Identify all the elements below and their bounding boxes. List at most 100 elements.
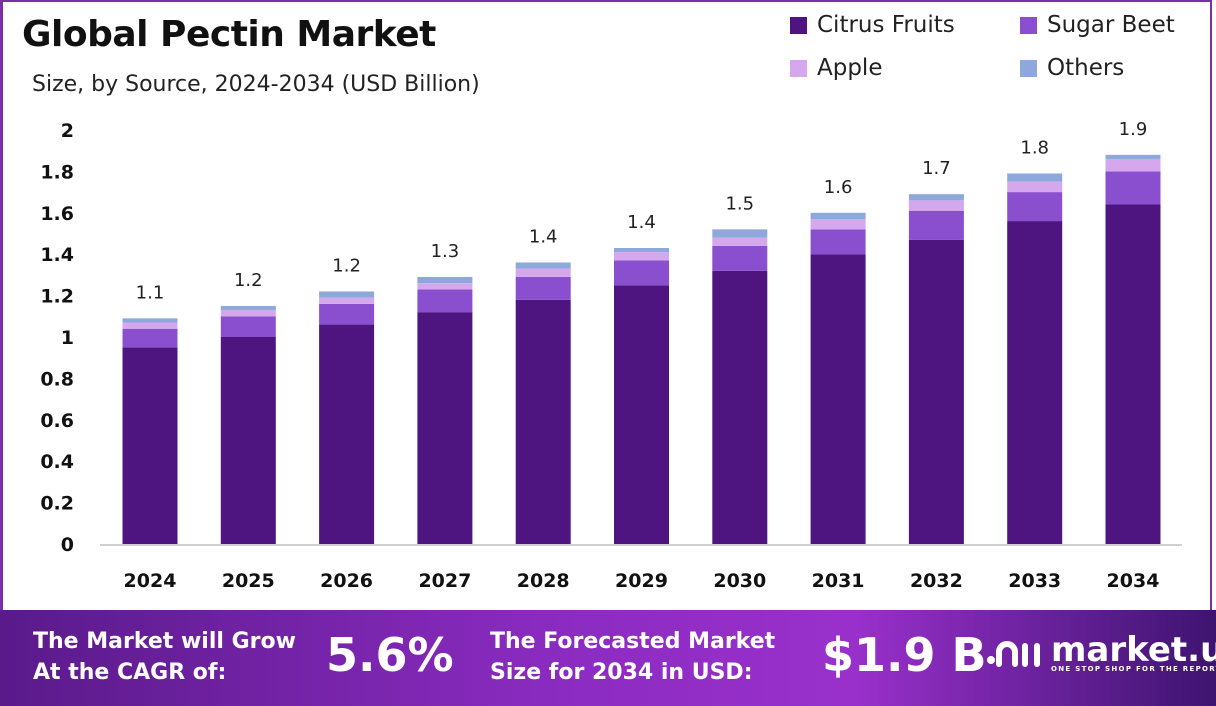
bar-segment-sugar-beet [614, 260, 669, 286]
y-tick-label: 0.8 [40, 368, 74, 390]
y-tick-label: 0.4 [40, 451, 74, 473]
x-tick-label: 2033 [1008, 570, 1061, 592]
bar-segment-others [417, 276, 473, 284]
bar-segment-apple [515, 268, 571, 277]
x-tick-label: 2025 [222, 570, 275, 592]
y-tick-label: 1.6 [40, 203, 74, 225]
y-tick-label: 1.8 [40, 161, 74, 183]
bar-segment-apple [319, 297, 375, 304]
forecast-label-line: Size for 2034 in USD: [490, 660, 753, 685]
total-label: 1.2 [332, 255, 361, 276]
bar-segment-others [712, 229, 768, 238]
bar-segment-apple [220, 310, 276, 317]
bar-segment-apple [122, 322, 178, 329]
y-tick-label: 1 [61, 327, 74, 349]
bar-segment-others [122, 318, 178, 323]
chart-title: Global Pectin Market [22, 14, 436, 55]
bar-segment-sugar-beet [220, 316, 276, 337]
bar-segment-sugar-beet [122, 328, 178, 348]
chart-frame [0, 0, 1212, 610]
bar-segment-sugar-beet [908, 210, 964, 240]
bar-segment-sugar-beet [417, 289, 473, 313]
total-label: 1.9 [1119, 119, 1148, 140]
x-tick-label: 2024 [124, 570, 177, 592]
x-tick-label: 2027 [418, 570, 471, 592]
bar-segment-sugar-beet [515, 276, 571, 300]
y-tick-label: 2 [61, 120, 74, 142]
bar-segment-citrus-fruits [908, 239, 964, 544]
total-label: 1.1 [136, 282, 165, 303]
bar-segment-apple [712, 237, 768, 246]
bar-segment-others [614, 247, 669, 253]
bar-segment-sugar-beet [1007, 192, 1063, 222]
bar-segment-sugar-beet [712, 245, 768, 271]
bar-segment-apple [614, 252, 669, 261]
legend-item-citrus: Citrus Fruits [790, 12, 955, 38]
bar-segment-citrus-fruits [319, 324, 375, 544]
total-label: 1.2 [234, 270, 263, 291]
cagr-label-line: The Market will Grow [33, 629, 296, 654]
total-label: 1.6 [824, 177, 853, 198]
cagr-value: 5.6% [326, 628, 454, 682]
bar-segment-citrus-fruits [1007, 221, 1063, 544]
legend-swatch [1020, 59, 1037, 77]
y-tick-label: 1.2 [40, 286, 74, 308]
bar-segment-sugar-beet [810, 229, 866, 255]
market-us-logo: market.us ONE STOP SHOP FOR THE REPORTS [985, 633, 1216, 674]
legend-swatch [790, 59, 807, 77]
bar-segment-citrus-fruits [810, 254, 866, 544]
legend-item-others: Others [1020, 55, 1124, 81]
legend-swatch [790, 16, 807, 34]
cagr-label-line: At the CAGR of: [33, 660, 227, 685]
bar-segment-apple [417, 283, 473, 290]
x-tick-label: 2031 [812, 570, 865, 592]
total-label: 1.3 [431, 241, 460, 262]
bar-segment-others [319, 291, 375, 298]
y-tick-label: 1.4 [40, 244, 74, 266]
bar-segment-others [810, 212, 866, 220]
bar-segment-others [1007, 173, 1063, 182]
bar-segment-others [1105, 154, 1161, 159]
forecast-label: The Forecasted Market Size for 2034 in US… [490, 626, 775, 688]
x-tick-label: 2034 [1107, 570, 1160, 592]
bar-segment-sugar-beet [319, 303, 375, 325]
stacked-bar-chart: 0 0.2 0.4 0.6 0.8 1 1.2 1.4 1.6 1.8 2 1.1 2024 1.2 202… [40, 119, 1182, 592]
legend-label: Apple [817, 55, 883, 81]
y-tick-label: 0.2 [40, 493, 74, 515]
legend-label: Sugar Beet [1047, 12, 1175, 38]
total-label: 1.4 [529, 226, 558, 247]
bar-segment-citrus-fruits [220, 337, 276, 544]
legend-label: Citrus Fruits [817, 12, 955, 38]
legend-item-sugar-beet: Sugar Beet [1020, 12, 1175, 38]
x-tick-label: 2030 [713, 570, 766, 592]
logo-tagline: ONE STOP SHOP FOR THE REPORTS [1051, 665, 1216, 673]
legend-label: Others [1047, 55, 1125, 81]
legend-item-apple: Apple [790, 55, 882, 81]
legend-swatch [1020, 16, 1037, 34]
logo-mark-icon [987, 641, 1040, 667]
bar-segment-citrus-fruits [515, 299, 571, 544]
cagr-label: The Market will Grow At the CAGR of: [33, 626, 296, 688]
x-tick-label: 2026 [320, 570, 373, 592]
bar-segment-citrus-fruits [1105, 204, 1161, 544]
x-tick-label: 2028 [517, 570, 570, 592]
bar-segment-others [908, 194, 964, 201]
total-label: 1.4 [627, 212, 656, 233]
forecast-label-line: The Forecasted Market [490, 629, 776, 654]
y-tick-label: 0 [61, 534, 74, 556]
bar-segment-citrus-fruits [614, 285, 669, 544]
bar-segment-citrus-fruits [417, 312, 473, 544]
bar-segment-apple [1007, 181, 1063, 193]
x-tick-label: 2032 [910, 570, 963, 592]
total-label: 1.5 [725, 193, 754, 214]
bar-segment-citrus-fruits [122, 347, 178, 544]
bar-segment-others [220, 305, 276, 311]
x-tick-label: 2029 [615, 570, 668, 592]
total-label: 1.8 [1020, 137, 1049, 158]
y-tick-label: 0.6 [40, 410, 74, 432]
bar-segment-apple [810, 219, 866, 230]
bar-segment-apple [1105, 158, 1161, 172]
bar-segment-sugar-beet [1105, 171, 1161, 205]
bar-segment-citrus-fruits [712, 270, 768, 544]
footer-banner: The Market will Grow At the CAGR of: 5.6%… [0, 610, 1216, 706]
